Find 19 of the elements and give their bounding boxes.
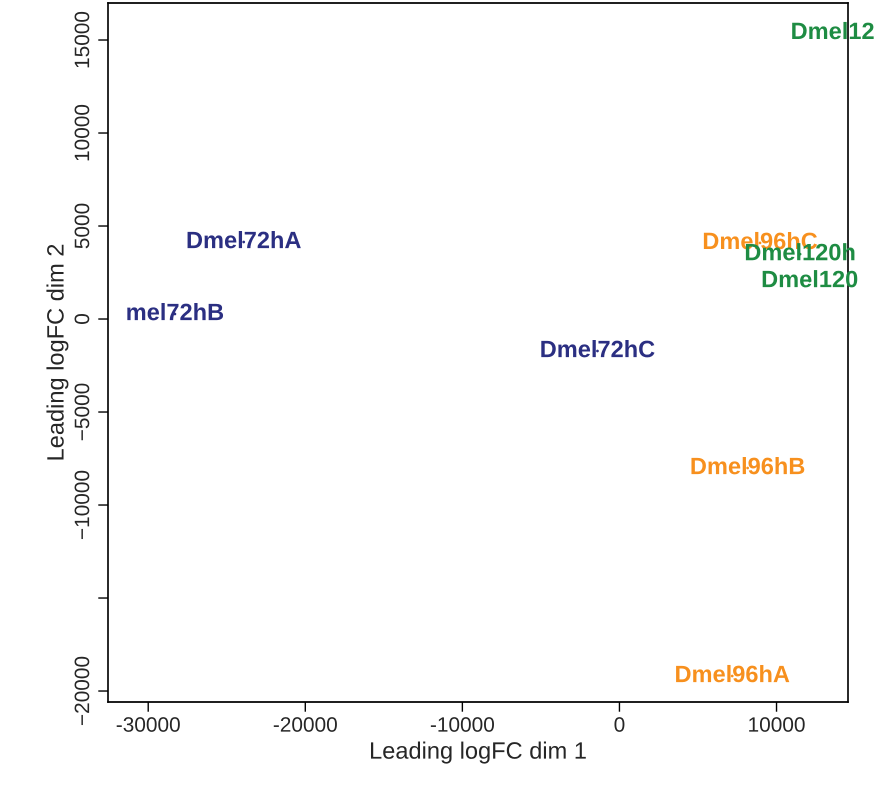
x-tick-label: 0 — [614, 717, 624, 732]
y-tick-label: −20000 — [74, 656, 90, 726]
data-label: Dmel96hB — [691, 457, 804, 474]
x-tick-label: -30000 — [116, 717, 180, 732]
data-label: Dmel72hA — [188, 231, 301, 248]
data-label: Dmel96hA — [676, 664, 790, 682]
y-tick-label: −5000 — [74, 384, 90, 440]
y-tick-label: 0 — [74, 314, 90, 324]
y-tick-label: 15000 — [74, 12, 90, 68]
y-tick-label: −10000 — [74, 470, 90, 540]
x-tick-label: 10000 — [749, 717, 805, 732]
x-tick-label: -10000 — [430, 717, 494, 732]
y-tick-label: 10000 — [74, 104, 90, 160]
x-tick-label: -20000 — [274, 717, 337, 732]
x-axis-title: Leading logFC dim 1 — [371, 742, 586, 764]
data-label: Dmel72hC — [541, 340, 655, 358]
y-tick-label: 5000 — [74, 204, 90, 248]
y-axis-title: Leading logFC dim 2 — [46, 244, 68, 460]
data-label: mel72hB — [127, 302, 224, 320]
